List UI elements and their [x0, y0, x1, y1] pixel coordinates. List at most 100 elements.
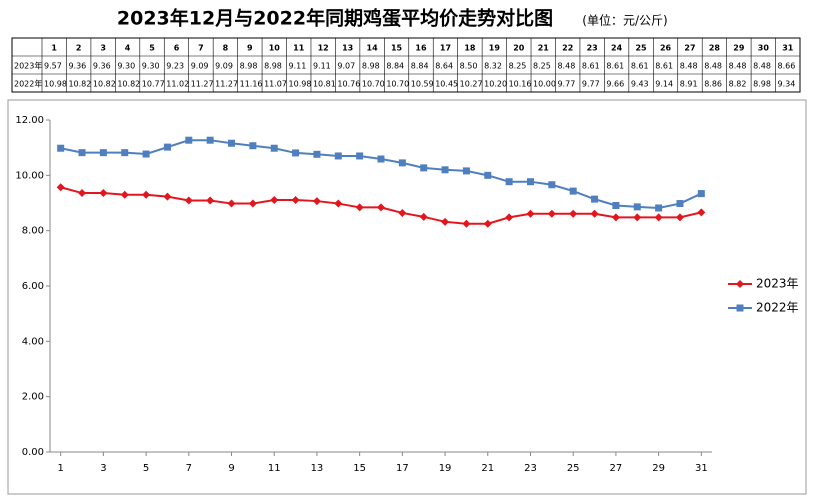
table-cell: 9.34: [778, 80, 796, 89]
legend-label: 2023年: [756, 277, 799, 291]
data-point: [56, 183, 65, 192]
data-point: [99, 149, 107, 157]
table-header: 17: [440, 44, 451, 53]
data-point: [398, 159, 406, 167]
data-point: [420, 164, 428, 172]
x-tick-label: 3: [100, 463, 106, 474]
table-cell: 9.11: [289, 62, 307, 71]
table-cell: 11.02: [166, 80, 189, 89]
data-point: [419, 212, 428, 221]
data-point: [206, 196, 215, 205]
data-point: [697, 208, 706, 217]
table-header: 2: [76, 44, 82, 53]
table-header: 25: [635, 44, 647, 53]
table-row-label: 2022年: [14, 79, 42, 89]
table-cell: 10.81: [313, 80, 336, 89]
table-header: 13: [342, 44, 353, 53]
data-point: [633, 213, 642, 222]
table-cell: 10.16: [509, 80, 532, 89]
x-tick-label: 13: [311, 463, 324, 474]
x-tick-label: 15: [353, 463, 366, 474]
table-header: 4: [125, 44, 131, 53]
table-cell: 9.07: [337, 62, 355, 71]
data-point: [270, 195, 279, 204]
table-cell: 9.43: [631, 80, 649, 89]
x-tick-label: 5: [143, 463, 149, 474]
table-cell: 8.98: [240, 62, 258, 71]
table-cell: 10.98: [44, 80, 67, 89]
x-tick-label: 7: [186, 463, 192, 474]
data-point: [505, 213, 514, 222]
data-point: [249, 142, 257, 150]
y-tick-label: 4.00: [22, 336, 44, 347]
table-header: 5: [149, 44, 155, 53]
table-cell: 8.48: [557, 62, 575, 71]
data-point: [120, 190, 129, 199]
table-header: 16: [415, 44, 427, 53]
table-header: 29: [733, 44, 745, 53]
data-point: [526, 209, 535, 218]
table-cell: 9.36: [93, 62, 111, 71]
y-tick-label: 0.00: [22, 447, 44, 458]
table-cell: 10.82: [68, 80, 91, 89]
table-cell: 10.82: [93, 80, 116, 89]
data-point: [163, 143, 171, 151]
table-border: [11, 37, 801, 93]
x-tick-label: 23: [524, 463, 537, 474]
table-cell: 8.48: [753, 62, 771, 71]
table-header: 7: [198, 44, 204, 53]
table-cell: 9.30: [142, 62, 160, 71]
table-header: 14: [367, 44, 379, 53]
table-header: 9: [247, 44, 253, 53]
data-point: [227, 199, 236, 208]
data-point: [312, 197, 321, 206]
table-cell: 8.98: [753, 80, 771, 89]
table-header: 1: [51, 44, 57, 53]
table-cell: 8.61: [655, 62, 673, 71]
data-point: [676, 200, 684, 208]
table-header: 10: [269, 44, 281, 53]
data-point: [441, 217, 450, 226]
table-header: 12: [318, 44, 329, 53]
x-tick-label: 19: [439, 463, 452, 474]
table-cell: 10.27: [460, 80, 483, 89]
table-header: 30: [758, 44, 770, 53]
table-cell: 8.84: [386, 62, 404, 71]
table-header: 21: [538, 44, 550, 53]
table-header: 8: [223, 44, 229, 53]
table-cell: 8.48: [680, 62, 698, 71]
table-cell: 8.84: [411, 62, 429, 71]
data-point: [355, 203, 364, 212]
data-point: [697, 190, 705, 198]
table-header: 18: [464, 44, 476, 53]
data-point: [142, 190, 151, 199]
data-point: [313, 150, 321, 158]
data-point: [505, 178, 513, 186]
table-cell: 10.98: [289, 80, 312, 89]
data-point: [248, 199, 257, 208]
table-header: 20: [513, 44, 525, 53]
table-cell: 11.16: [240, 80, 263, 89]
table-cell: 8.50: [460, 62, 478, 71]
table-cell: 8.86: [704, 80, 722, 89]
data-point: [377, 155, 385, 163]
data-point: [121, 149, 129, 157]
data-point: [569, 209, 578, 218]
table-cell: 8.48: [704, 62, 722, 71]
data-point: [163, 192, 172, 201]
y-tick-label: 6.00: [22, 281, 44, 292]
table-header: 28: [709, 44, 721, 53]
table-header: 22: [562, 44, 573, 53]
y-tick-label: 2.00: [22, 392, 44, 403]
x-tick-label: 31: [695, 463, 708, 474]
y-tick-label: 12.00: [15, 115, 44, 126]
data-point: [611, 213, 620, 222]
data-point: [57, 144, 65, 152]
data-point: [441, 166, 449, 174]
table-cell: 9.30: [117, 62, 135, 71]
data-point: [356, 152, 364, 160]
data-point: [612, 201, 620, 209]
x-tick-label: 1: [57, 463, 63, 474]
chart-title: 2023年12月与2022年同期鸡蛋平均价走势对比图: [117, 7, 553, 30]
